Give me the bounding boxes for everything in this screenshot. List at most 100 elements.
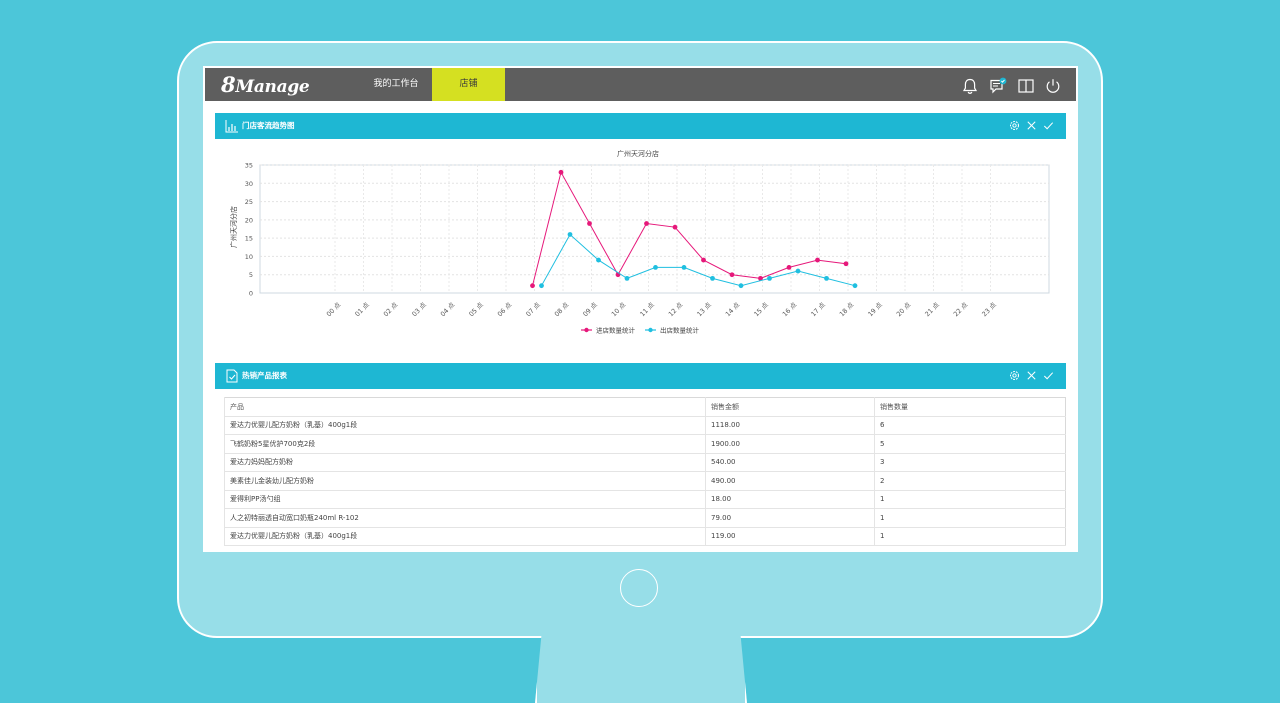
- sales-quantity-cell: 5: [874, 434, 1066, 454]
- product-name-cell: 爱达力优婴儿配方奶粉（乳基）400g1段: [224, 527, 706, 546]
- traffic-chart: 广州天河分店 广州天河分店 0 5 10 15 20 25 30 35 00 点 01 点 02 点…: [215, 139, 1066, 359]
- traffic-panel-header: 门店客流趋势图: [215, 113, 1066, 139]
- product-name-cell: 爱得利PP汤勺组: [224, 490, 706, 509]
- column-header-product[interactable]: 产品: [224, 397, 706, 417]
- column-header-amount[interactable]: 销售金额: [705, 397, 875, 417]
- data-point: [644, 221, 649, 226]
- data-point: [729, 272, 735, 278]
- sales-amount-cell: 119.00: [705, 527, 875, 546]
- x-tick-label: 11 点: [638, 300, 656, 318]
- sales-amount-cell: 18.00: [705, 490, 875, 509]
- sales-quantity-cell: 1: [874, 490, 1066, 509]
- power-icon[interactable]: [1044, 77, 1062, 95]
- products-table: 产品 销售金额 销售数量 爱达力优婴儿配方奶粉（乳基）400g1段 1118.0…: [224, 397, 1066, 546]
- y-tick-label: 25: [245, 198, 253, 206]
- x-tick-label: 03 点: [410, 300, 428, 318]
- chart-axes: 0 5 10 15 20 25 30 35 00 点 01 点 02 点 03 点 04 点 05 点 06…: [245, 162, 999, 319]
- message-icon[interactable]: [989, 77, 1007, 95]
- chart-legend[interactable]: 进店数量统计 出店数量统计: [581, 326, 700, 335]
- table-row[interactable]: 爱达力优婴儿配方奶粉（乳基）400g1段 119.00 1: [224, 527, 1066, 546]
- x-tick-label: 00 点: [325, 300, 343, 318]
- settings-icon[interactable]: [1008, 369, 1021, 382]
- table-row[interactable]: 爱达力优婴儿配方奶粉（乳基）400g1段 1118.00 6: [224, 416, 1066, 435]
- x-tick-label: 01 点: [353, 300, 371, 318]
- monitor-stand: [535, 636, 747, 703]
- legend-item[interactable]: 进店数量统计: [581, 326, 636, 335]
- bell-icon[interactable]: [961, 77, 979, 95]
- x-tick-label: 06 点: [496, 300, 514, 318]
- book-icon[interactable]: [1017, 77, 1035, 95]
- data-point: [786, 265, 792, 270]
- data-point: [558, 169, 564, 175]
- data-point: [843, 261, 849, 267]
- product-name-cell: 飞鹤奶粉5星优护700克2段: [224, 434, 706, 454]
- sales-quantity-cell: 2: [874, 471, 1066, 491]
- column-header-quantity[interactable]: 销售数量: [874, 397, 1066, 417]
- nav-tab-store[interactable]: 店铺: [432, 68, 505, 101]
- x-tick-label: 13 点: [695, 300, 713, 318]
- data-point: [567, 232, 573, 237]
- table-row[interactable]: 美素佳儿金装幼儿配方奶粉 490.00 2: [224, 471, 1066, 491]
- product-name-cell: 爱达力妈妈配方奶粉: [224, 453, 706, 472]
- settings-icon[interactable]: [1008, 119, 1021, 132]
- y-tick-label: 15: [245, 235, 253, 243]
- plot-area: [259, 164, 1050, 294]
- table-row[interactable]: 爱达力妈妈配方奶粉 540.00 3: [224, 453, 1066, 472]
- x-tick-label: 07 点: [524, 300, 542, 318]
- data-point: [539, 283, 544, 289]
- chart-series: [530, 169, 858, 289]
- check-icon[interactable]: [1042, 119, 1055, 132]
- app-screen: 8Manage 我的工作台 店铺 门店客流趋: [203, 66, 1078, 552]
- chart-y-axis-label: 广州天河分店: [229, 206, 238, 248]
- x-tick-label: 19 点: [866, 300, 884, 318]
- series-line: [541, 233, 856, 287]
- bar-chart-icon: [225, 120, 238, 133]
- close-icon[interactable]: [1025, 369, 1038, 382]
- app-logo[interactable]: 8Manage: [221, 72, 310, 97]
- x-tick-label: 23 点: [980, 300, 998, 318]
- table-row[interactable]: 人之初特丽透自动宽口奶瓶240ml R-102 79.00 1: [224, 508, 1066, 528]
- sales-amount-cell: 79.00: [705, 508, 875, 528]
- sales-quantity-cell: 1: [874, 508, 1066, 528]
- x-tick-label: 20 点: [895, 300, 913, 318]
- x-tick-label: 18 点: [838, 300, 856, 318]
- data-point: [624, 275, 630, 281]
- sales-amount-cell: 540.00: [705, 453, 875, 472]
- y-tick-label: 20: [245, 216, 253, 224]
- report-icon: [226, 369, 238, 383]
- legend-marker: [648, 327, 653, 333]
- data-point: [815, 257, 820, 263]
- sales-amount-cell: 1118.00: [705, 416, 875, 435]
- chart-grid: [259, 164, 1050, 294]
- legend-marker: [584, 327, 589, 333]
- top-bar: 8Manage 我的工作台 店铺: [205, 68, 1076, 101]
- legend-item[interactable]: 出店数量统计: [645, 326, 700, 335]
- sales-quantity-cell: 3: [874, 453, 1066, 472]
- table-header-row: 产品 销售金额 销售数量: [224, 397, 1066, 417]
- legend-label: 进店数量统计: [596, 326, 636, 335]
- data-point: [824, 275, 829, 281]
- data-point: [767, 275, 772, 281]
- x-tick-label: 15 点: [752, 300, 770, 318]
- data-point: [710, 275, 715, 281]
- product-name-cell: 爱达力优婴儿配方奶粉（乳基）400g1段: [224, 416, 706, 435]
- sales-quantity-cell: 6: [874, 416, 1066, 435]
- x-tick-label: 10 点: [610, 300, 628, 318]
- traffic-chart-svg: 广州天河分店 广州天河分店 0 5 10 15 20 25 30 35 00 点 01 点 02 点…: [229, 149, 1050, 335]
- table-row[interactable]: 爱得利PP汤勺组 18.00 1: [224, 490, 1066, 509]
- sales-amount-cell: 490.00: [705, 471, 875, 491]
- check-icon[interactable]: [1042, 369, 1055, 382]
- traffic-panel-title: 门店客流趋势图: [242, 121, 295, 130]
- data-point: [758, 275, 763, 281]
- y-tick-label: 35: [245, 162, 253, 170]
- monitor-power-button: [620, 569, 658, 607]
- table-row[interactable]: 飞鹤奶粉5星优护700克2段 1900.00 5: [224, 434, 1066, 454]
- data-point: [530, 283, 535, 289]
- y-tick-label: 5: [249, 271, 253, 279]
- x-tick-label: 02 点: [382, 300, 400, 318]
- x-tick-label: 09 点: [581, 300, 599, 318]
- nav-tab-workbench[interactable]: 我的工作台: [373, 79, 419, 89]
- product-name-cell: 人之初特丽透自动宽口奶瓶240ml R-102: [224, 508, 706, 528]
- close-icon[interactable]: [1025, 119, 1038, 132]
- legend-label: 出店数量统计: [660, 326, 700, 335]
